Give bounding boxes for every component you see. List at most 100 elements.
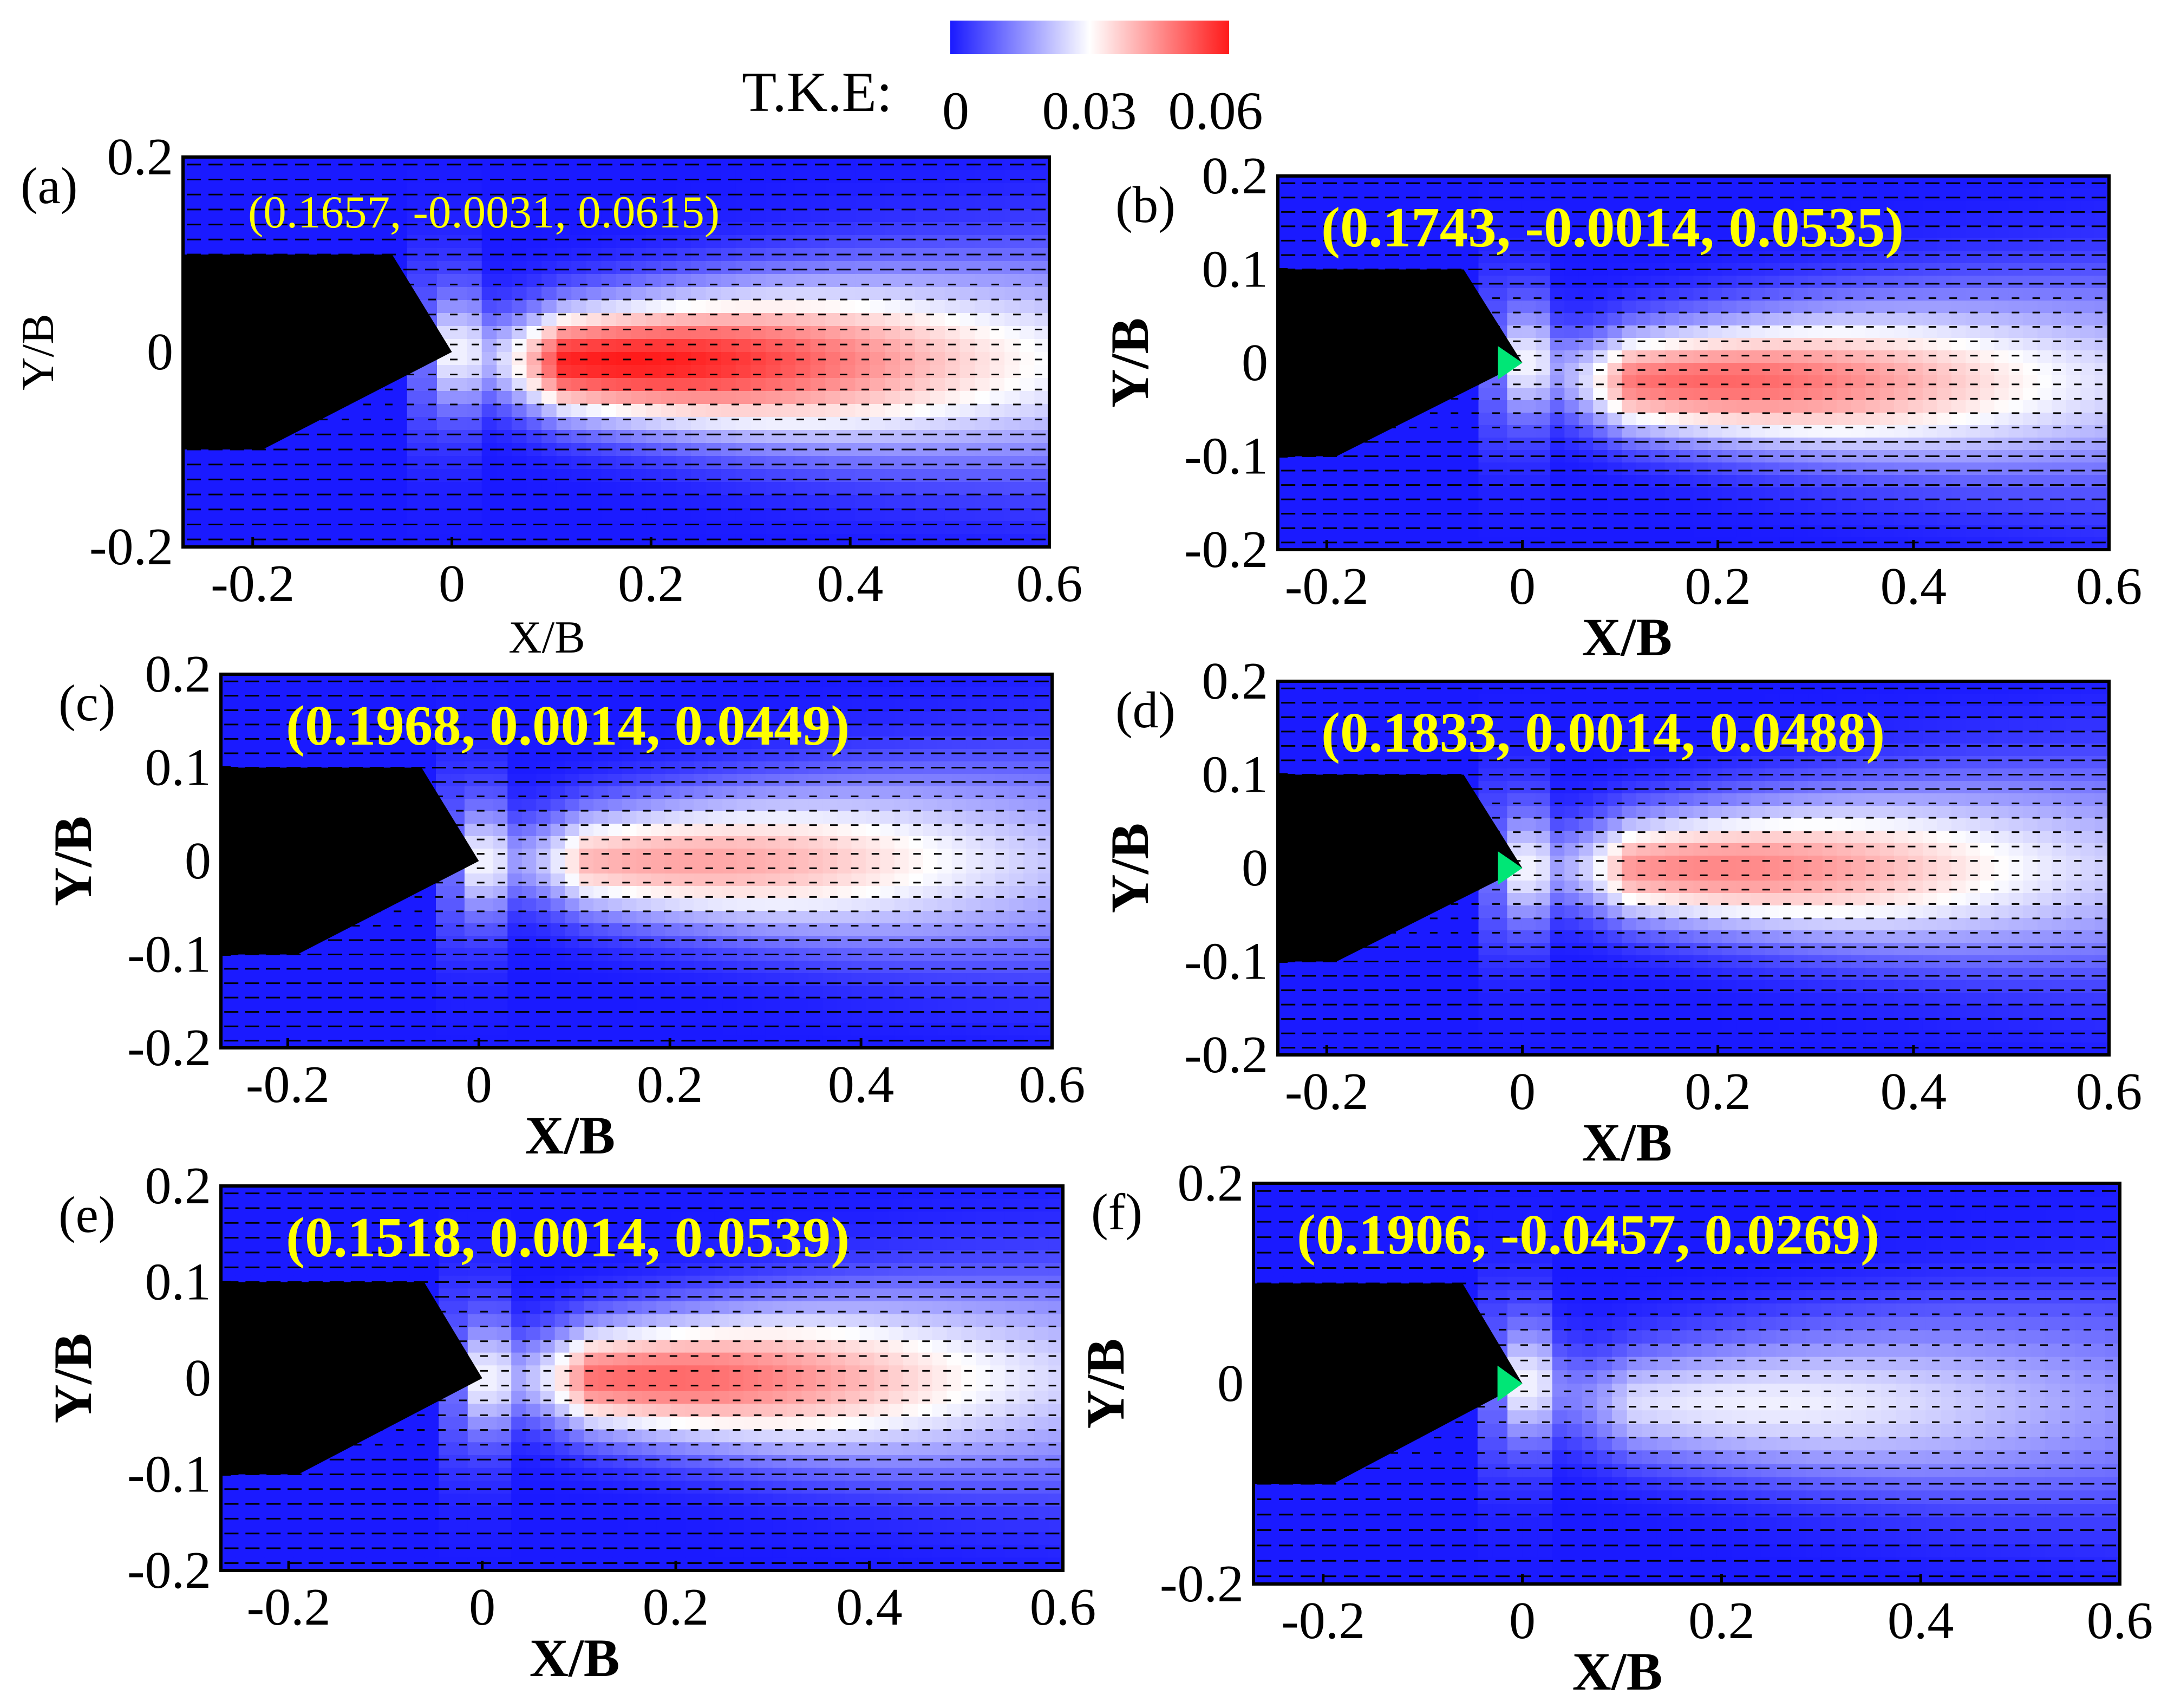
tke-cell: [1765, 537, 1780, 550]
tke-cell: [1765, 213, 1780, 226]
tke-cell: [1966, 400, 1981, 413]
tke-cell: [1793, 251, 1809, 264]
tke-cell: [437, 521, 453, 534]
tke-cell: [646, 404, 662, 418]
tke-cell: [721, 469, 736, 483]
tke-cell: [1019, 209, 1035, 223]
tke-cell: [2052, 313, 2067, 326]
tke-cell: [1851, 301, 1866, 314]
tke-cell: [1306, 487, 1322, 500]
tke-cell: [900, 209, 916, 223]
tke-cell: [780, 482, 796, 496]
tke-cell: [1450, 475, 1465, 488]
tke-cell: [855, 235, 871, 249]
tke-cell: [795, 235, 811, 249]
tke-cell: [288, 196, 303, 210]
tke-cell: [1593, 487, 1608, 500]
tke-cell: [690, 274, 707, 288]
tke-cell: [556, 456, 572, 470]
tke-cell: [2037, 350, 2053, 363]
tke-cell: [735, 482, 752, 496]
tke-cell: [915, 521, 931, 534]
tke-cell: [1894, 487, 1909, 500]
tke-cell: [2066, 313, 2081, 326]
tke-cell: [780, 378, 796, 392]
tke-cell: [1493, 475, 1508, 488]
tke-cell: [840, 326, 856, 340]
tke-cell: [1793, 226, 1809, 239]
tke-cell: [1034, 235, 1049, 249]
tke-cell: [571, 326, 587, 340]
tke-cell: [1837, 487, 1852, 500]
tke-cell: [2080, 276, 2095, 289]
tke-cell: [1636, 313, 1651, 326]
tke-cell: [721, 521, 736, 534]
tke-cell: [721, 534, 736, 547]
tke-cell: [646, 365, 662, 379]
tke-cell: [1951, 400, 1967, 413]
tke-cell: [1378, 251, 1393, 264]
tke-cell: [2094, 400, 2109, 413]
tke-cell: [1837, 226, 1852, 239]
tke-cell: [452, 326, 468, 340]
tke-cell: [1564, 188, 1579, 201]
tke-cell: [1363, 487, 1379, 500]
tke-cell: [1822, 288, 1838, 301]
tke-cell: [855, 430, 871, 444]
tke-cell: [646, 274, 662, 288]
tke-cell: [1536, 475, 1551, 488]
tke-cell: [1779, 413, 1794, 426]
tke-cell: [2066, 475, 2081, 488]
tke-cell: [1507, 226, 1522, 239]
tke-cell: [1564, 475, 1579, 488]
tke-cell: [765, 261, 781, 275]
tke-cell: [1464, 213, 1479, 226]
tke-cell: [1879, 375, 1895, 388]
tke-cell: [541, 365, 557, 379]
tke-cell: [2037, 438, 2053, 451]
tke-cell: [721, 170, 736, 184]
tke-cell: [1564, 500, 1579, 513]
tke-cell: [959, 365, 976, 379]
tke-cell: [2023, 251, 2038, 264]
tke-cell: [2037, 462, 2053, 475]
tke-cell: [676, 469, 691, 483]
tke-cell: [631, 274, 647, 288]
tke-cell: [2080, 350, 2095, 363]
tke-cell: [930, 274, 945, 288]
tke-cell: [735, 469, 752, 483]
tke-cell: [855, 339, 871, 353]
tke-cell: [930, 456, 945, 470]
tke-cell: [1622, 313, 1637, 326]
tke-cell: [1751, 188, 1766, 201]
tke-cell: [1851, 487, 1866, 500]
tke-cell: [1464, 500, 1479, 513]
tke-cell: [616, 339, 632, 353]
tke-cell: [1779, 213, 1794, 226]
tke-cell: [795, 196, 811, 210]
tke-cell: [2008, 276, 2024, 289]
tke-cell: [467, 339, 482, 353]
tke-cell: [1808, 413, 1823, 426]
tke-cell: [497, 469, 512, 483]
tke-cell: [2008, 487, 2024, 500]
tke-cell: [1951, 462, 1967, 475]
tke-cell: [1019, 261, 1035, 275]
tke-cell: [362, 521, 378, 534]
tke-cell: [1894, 313, 1909, 326]
tke-cell: [765, 339, 781, 353]
tke-cell: [810, 534, 826, 547]
tke-cell: [631, 339, 647, 353]
tke-cell: [1493, 537, 1508, 550]
tke-cell: [810, 495, 826, 509]
tke-cell: [1034, 391, 1049, 405]
tke-cell: [915, 300, 931, 314]
tke-cell: [481, 196, 498, 210]
tke-cell: [377, 404, 393, 418]
tke-cell: [1937, 288, 1952, 301]
tke-cell: [870, 209, 886, 223]
tke-cell: [541, 534, 557, 547]
tke-cell: [1894, 363, 1909, 376]
tke-cell: [1679, 375, 1694, 388]
tke-cell: [1306, 462, 1322, 475]
